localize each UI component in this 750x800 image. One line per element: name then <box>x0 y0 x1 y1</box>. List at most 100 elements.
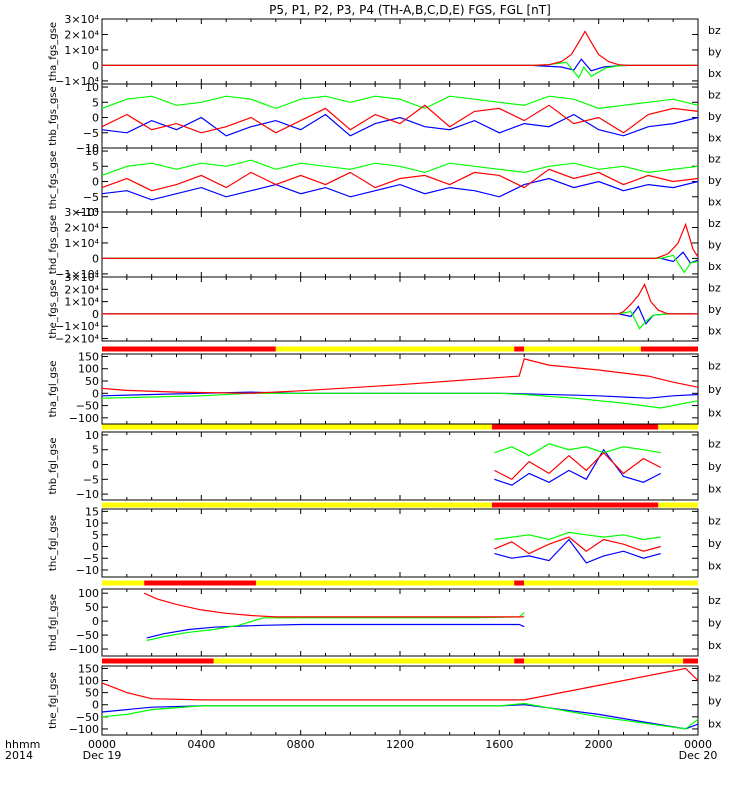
legend-bx: bx <box>708 718 722 731</box>
y-axis-label: thb_fgs_gse <box>48 86 59 145</box>
legend-bx: bx <box>708 131 722 144</box>
series-bz <box>101 667 699 701</box>
y-tick-label: −10 <box>76 206 99 219</box>
panel-frame <box>101 83 699 149</box>
y-tick-label: −10 <box>76 564 99 577</box>
y-tick-label: −50 <box>76 629 99 642</box>
y-tick-label: 15 <box>85 505 99 518</box>
legend-by: by <box>708 617 722 630</box>
y-tick-label: 0 <box>92 252 99 265</box>
y-tick-label: 5 <box>92 529 99 542</box>
y-tick-label: 50 <box>85 601 99 614</box>
series-by <box>101 392 699 409</box>
x-year-label: 2014 <box>5 749 33 762</box>
y-tick-label: 0 <box>92 176 99 189</box>
mode-segment <box>491 424 659 430</box>
series-bz <box>102 222 699 259</box>
series-bx <box>101 113 699 137</box>
y-tick-label: −1×10⁴ <box>55 75 99 88</box>
series-bx <box>101 704 699 730</box>
panel-frame <box>101 147 699 213</box>
legend-bz: bz <box>708 217 721 230</box>
y-tick-label: 0 <box>92 699 99 712</box>
mode-segment <box>514 658 525 664</box>
y-axis-label: thc_fgl_gse <box>48 515 59 571</box>
y-tick-label: −100 <box>69 412 99 425</box>
series-bz <box>101 104 699 134</box>
legend-by: by <box>708 239 722 252</box>
mode-segment <box>658 424 698 430</box>
legend-by: by <box>708 174 722 187</box>
y-tick-label: 0 <box>92 112 99 125</box>
mode-segment <box>640 346 698 352</box>
mode-segment <box>491 502 659 508</box>
y-axis-label: thd_fgl_gse <box>48 594 59 651</box>
y-tick-label: −50 <box>76 400 99 413</box>
series-bx <box>494 538 661 564</box>
series-bz <box>101 168 699 192</box>
legend-by: by <box>708 46 722 59</box>
series-bx <box>494 448 662 486</box>
y-tick-label: −100 <box>69 723 99 736</box>
series-bx <box>102 251 699 264</box>
mode-segment <box>524 580 698 586</box>
mode-segment <box>102 580 145 586</box>
x-tick-label: 0000 <box>684 738 712 751</box>
y-tick-label: 0 <box>92 615 99 628</box>
legend-bz: bz <box>708 24 721 37</box>
series-by <box>101 159 699 176</box>
mode-segment <box>514 580 525 586</box>
y-tick-label: 100 <box>78 587 99 600</box>
y-tick-label: −5 <box>83 191 99 204</box>
y-tick-label: 5 <box>92 96 99 109</box>
legend-bz: bz <box>708 89 721 102</box>
x-tick-label: 0000 <box>88 738 116 751</box>
mode-segment <box>524 658 684 664</box>
y-axis-label: thd_fgs_gse <box>48 215 59 274</box>
x-tick-label: 0400 <box>187 738 215 751</box>
y-tick-label: 2×10⁴ <box>64 221 99 234</box>
mode-bar <box>102 346 698 352</box>
mode-segment <box>102 658 214 664</box>
figure-title: P5, P1, P2, P3, P4 (TH-A,B,C,D,E) FGS, F… <box>269 3 551 17</box>
y-axis-label: tha_fgs_gse <box>48 22 59 81</box>
mode-segment <box>275 346 515 352</box>
mode-bar <box>102 658 698 664</box>
mode-segment <box>514 346 525 352</box>
series-bz <box>143 592 525 618</box>
series-bz <box>101 358 699 394</box>
legend-bx: bx <box>708 324 722 337</box>
mode-segment <box>144 580 256 586</box>
y-tick-label: −1×10⁴ <box>55 320 99 333</box>
y-tick-label: 10 <box>85 145 99 158</box>
series-by <box>494 443 661 457</box>
y-tick-label: 3×10⁴ <box>64 206 99 219</box>
series-by <box>102 61 698 79</box>
panel-frame <box>101 431 699 501</box>
legend-by: by <box>708 537 722 550</box>
panel-frame <box>101 18 699 85</box>
x-tick-label: 1200 <box>386 738 414 751</box>
y-axis-label: the_fgs_gse <box>48 279 59 338</box>
legend-bx: bx <box>708 406 722 419</box>
x-tick-date: Dec 20 <box>679 749 718 762</box>
y-tick-label: 50 <box>85 687 99 700</box>
legend-bx: bx <box>708 639 722 652</box>
y-tick-label: 3×10⁴ <box>64 13 99 26</box>
y-tick-label: 50 <box>85 375 99 388</box>
mode-bar <box>102 424 698 430</box>
x-tick-date: Dec 19 <box>83 749 122 762</box>
y-tick-label: 100 <box>78 363 99 376</box>
mode-segment <box>102 346 276 352</box>
x-row-label: hhmm <box>5 738 40 751</box>
y-axis-label: thc_fgs_gse <box>48 151 59 210</box>
y-tick-label: −2×10⁴ <box>55 333 99 346</box>
mode-bar <box>102 580 698 586</box>
